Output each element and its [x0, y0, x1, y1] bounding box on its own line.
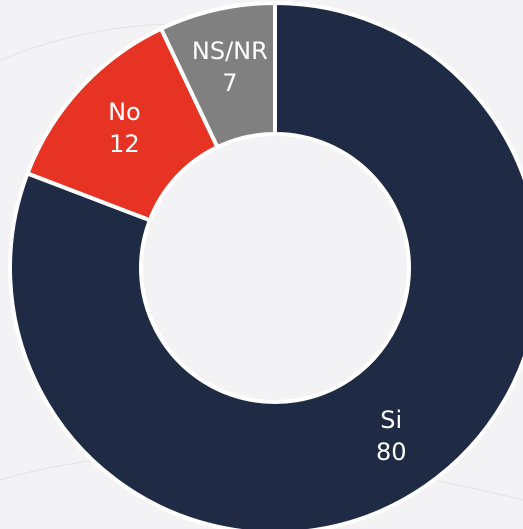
- slice-label: Si: [380, 406, 402, 434]
- donut-slice: [158, 0, 277, 150]
- donut-slice: [8, 0, 523, 529]
- slice-label: NS/NR: [192, 37, 268, 65]
- slice-label: No: [108, 98, 141, 126]
- slice-value: 80: [376, 438, 407, 466]
- slice-value: 7: [222, 69, 237, 97]
- slice-value: 12: [109, 130, 140, 158]
